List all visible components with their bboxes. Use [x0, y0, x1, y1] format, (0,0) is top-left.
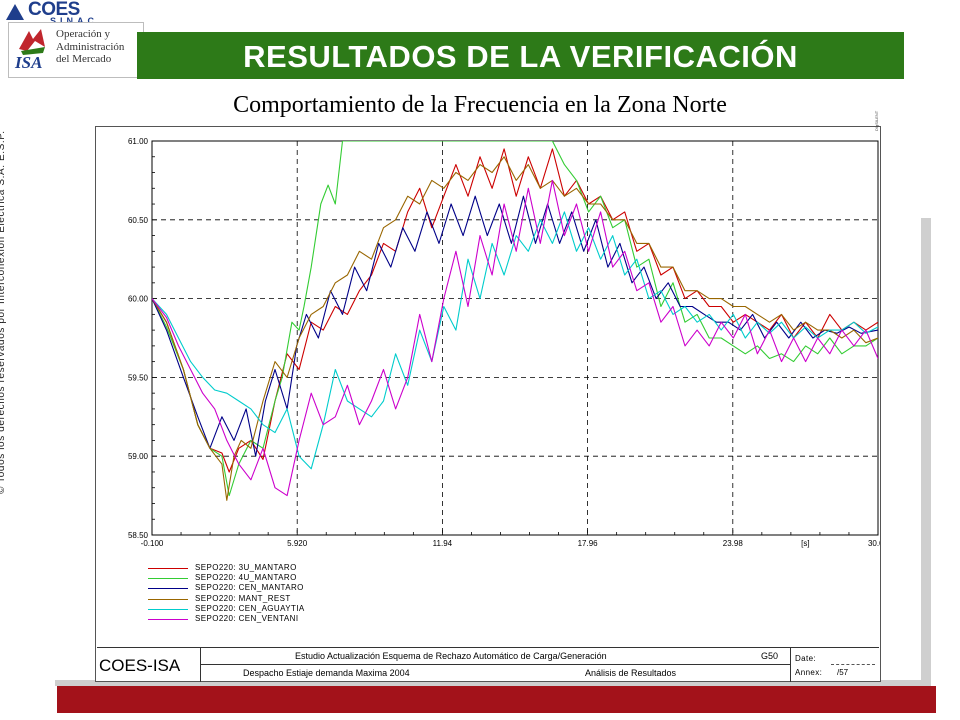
legend-label: SEPO220: CEN_VENTANI: [195, 613, 299, 623]
series-line: [152, 211, 878, 470]
series-line: [152, 156, 878, 501]
y-tick-label: 59.50: [128, 373, 149, 382]
sinac-logo-text: SINAC: [50, 16, 99, 26]
chart-legend: SEPO220: 3U_MANTARO SEPO220: 4U_MANTARO SE…: [148, 563, 448, 625]
copyright-notice: © Todos los derechos reservados por Inte…: [0, 130, 7, 494]
legend-swatch: [148, 568, 188, 569]
slide-subtitle: Comportamiento de la Frecuencia en la Zo…: [233, 92, 727, 118]
title-block-analysis: Análisis de Resultados: [585, 668, 677, 678]
legend-entry: SEPO220: MANT_REST: [148, 593, 448, 605]
series-line: [152, 179, 878, 497]
x-tick-label: 23.98: [723, 539, 744, 548]
legend-entry: SEPO220: CEN_AGUAYTIA: [148, 603, 448, 615]
series-line: [152, 195, 878, 457]
coes-logo-text: COES: [28, 0, 80, 20]
isa-logo-caption: Operación y Administración del Mercado: [56, 28, 124, 66]
title-block-meta-cell: Date: Annex: /57: [790, 648, 880, 682]
isa-mark-icon: [19, 29, 45, 55]
y-tick-label: 60.50: [128, 216, 149, 225]
legend-swatch: [148, 588, 188, 590]
legend-entry: SEPO220: 3U_MANTARO: [148, 563, 448, 574]
legend-label: SEPO220: MANT_REST: [195, 593, 291, 603]
isa-logo-word: ISA: [15, 53, 43, 72]
y-tick-label: 59.00: [128, 452, 149, 461]
isa-caption-line: Operación y: [56, 28, 111, 40]
corner-tag: DIgSILENT: [874, 110, 879, 131]
title-block: COES-ISA Estudio Actualización Esquema d…: [97, 647, 879, 682]
footer-bar: [57, 686, 936, 713]
isa-logo: ISA Operación y Administración del Merca…: [8, 22, 144, 78]
plot-area: [151, 140, 879, 536]
coes-sinac-logo: COES SINAC: [6, 0, 124, 26]
legend-swatch: [148, 618, 188, 620]
title-block-brand: COES-ISA: [99, 656, 181, 675]
legend-swatch: [148, 578, 188, 580]
title-block-code: G50: [761, 651, 779, 661]
frame-shadow-right: [921, 218, 931, 684]
title-block-dispatch: Despacho Estiaje demanda Maxima 2004: [243, 668, 410, 678]
slide-title-banner: RESULTADOS DE LA VERIFICACIÓN: [137, 32, 904, 79]
legend-entry: SEPO220: CEN_MANTARO: [148, 583, 448, 594]
y-tick-label: 60.00: [128, 295, 149, 304]
title-block-date-label: Date:: [795, 654, 817, 663]
legend-label: SEPO220: CEN_AGUAYTIA: [195, 603, 305, 613]
isa-caption-line: del Mercado: [56, 53, 112, 65]
y-tick-label: 58.50: [128, 531, 149, 540]
x-tick-label: 30.00: [868, 539, 880, 548]
legend-label: SEPO220: CEN_MANTARO: [195, 583, 304, 593]
chart-frame: 61.00 60.50 60.00 59.50 59.00 58.50 -0.100 5.92…: [95, 111, 881, 682]
x-tick-label: 5.920: [287, 539, 308, 548]
title-block-dash-rule: [831, 664, 875, 665]
title-block-study: Estudio Actualización Esquema de Rechazo…: [295, 651, 607, 661]
legend-entry: SEPO220: 4U_MANTARO: [148, 573, 448, 584]
legend-swatch: [148, 608, 188, 610]
legend-label: SEPO220: 4U_MANTARO: [195, 573, 297, 583]
x-tick-label: 11.94: [433, 539, 453, 548]
isa-caption-line: Administración: [56, 40, 125, 53]
title-block-brand-cell: COES-ISA: [97, 648, 201, 682]
frame-shadow-bottom: [55, 680, 931, 686]
title-block-annex-label: Annex:: [795, 668, 823, 677]
x-tick-label: 17.96: [578, 539, 599, 548]
x-axis-label: [s]: [801, 539, 809, 548]
legend-label: SEPO220: 3U_MANTARO: [195, 563, 297, 572]
coes-triangle-icon: [6, 4, 24, 20]
frequency-chart: 61.00 60.50 60.00 59.50 59.00 58.50-0.100 5.92…: [128, 137, 880, 548]
y-tick-label: 61.00: [128, 137, 149, 146]
legend-swatch: [148, 598, 188, 600]
x-tick-label: -0.100: [141, 539, 164, 548]
title-block-annex-value: /57: [837, 668, 849, 677]
title-block-divider: [200, 664, 790, 665]
legend-entry: SEPO220: CEN_VENTANI: [148, 613, 448, 625]
